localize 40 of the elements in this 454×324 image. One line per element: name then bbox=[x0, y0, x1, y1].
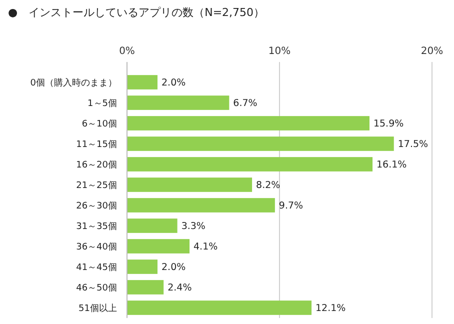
bar bbox=[127, 157, 373, 172]
y-tick-label: 0個（購入時のまま） bbox=[30, 77, 117, 88]
data-label: 2.0% bbox=[162, 78, 186, 89]
y-tick-label: 36～40個 bbox=[76, 241, 117, 252]
bar bbox=[127, 218, 178, 233]
x-tick-label: 20% bbox=[420, 46, 444, 57]
y-tick-label: 1～5個 bbox=[88, 98, 117, 109]
bar bbox=[127, 116, 370, 130]
bar bbox=[127, 280, 164, 294]
bar bbox=[127, 198, 275, 212]
bar bbox=[127, 300, 312, 315]
bar bbox=[127, 136, 394, 151]
data-label: 2.0% bbox=[162, 262, 186, 274]
y-tick-label: 51個以上 bbox=[78, 302, 117, 314]
y-tick-label: 11～15個 bbox=[76, 138, 117, 150]
data-label: 8.2% bbox=[256, 180, 280, 192]
data-label: 2.4% bbox=[168, 282, 192, 294]
bar bbox=[127, 178, 252, 192]
bar bbox=[127, 239, 190, 254]
data-label: 9.7% bbox=[278, 200, 304, 212]
data-label: 16.1% bbox=[376, 160, 407, 171]
y-tick-label: 31～35個 bbox=[76, 220, 117, 232]
y-tick-label: 41～45個 bbox=[76, 262, 117, 273]
y-tick-label: 26～30個 bbox=[76, 200, 117, 212]
bar bbox=[127, 260, 158, 274]
x-tick-label: 0% bbox=[119, 46, 135, 57]
bar bbox=[127, 96, 230, 110]
y-tick-label: 6～10個 bbox=[82, 118, 117, 130]
data-label: 17.5% bbox=[398, 139, 428, 150]
x-tick-label: 10% bbox=[268, 46, 291, 57]
data-label: 3.3% bbox=[181, 221, 206, 232]
y-tick-label: 46～50個 bbox=[76, 282, 117, 294]
data-label: 12.1% bbox=[316, 303, 346, 314]
y-tick-label: 16～20個 bbox=[76, 159, 117, 170]
data-label: 15.9% bbox=[373, 118, 404, 130]
data-label: 6.7% bbox=[233, 98, 258, 110]
data-label: 4.1% bbox=[194, 242, 218, 253]
chart-title: ● インストールしているアプリの数（N=2,750） bbox=[8, 6, 265, 19]
bar bbox=[127, 75, 158, 90]
y-tick-label: 21～25個 bbox=[76, 180, 117, 191]
